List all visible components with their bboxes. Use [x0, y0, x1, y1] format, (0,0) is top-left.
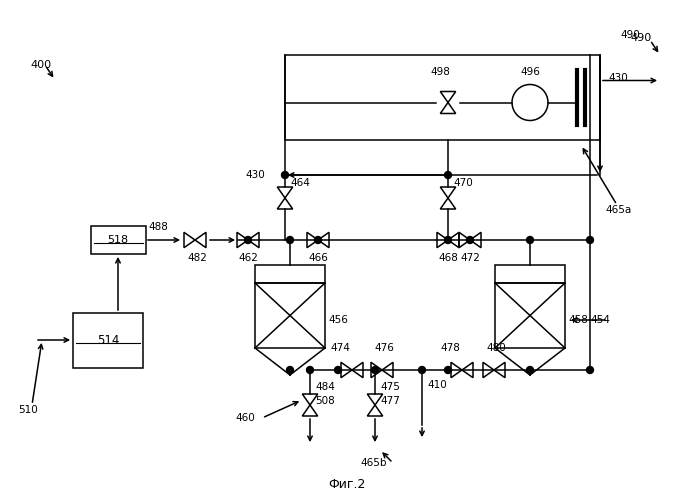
Text: 458: 458 — [568, 315, 588, 325]
Text: Фиг.2: Фиг.2 — [328, 478, 365, 492]
Circle shape — [444, 236, 452, 244]
Bar — [495, 265, 565, 283]
Bar — [73, 312, 143, 368]
Text: 400: 400 — [30, 60, 51, 70]
Circle shape — [586, 366, 593, 374]
Circle shape — [444, 366, 452, 374]
Circle shape — [444, 172, 452, 178]
Text: 488: 488 — [148, 222, 168, 232]
Text: 470: 470 — [453, 178, 473, 188]
Text: 465b: 465b — [360, 458, 387, 468]
Bar — [91, 226, 146, 254]
Circle shape — [286, 236, 294, 244]
Text: 478: 478 — [440, 343, 460, 353]
Text: 510: 510 — [18, 405, 37, 415]
Circle shape — [335, 366, 342, 374]
Text: 456: 456 — [328, 315, 348, 325]
Circle shape — [286, 366, 294, 374]
Text: 474: 474 — [330, 343, 350, 353]
Text: 508: 508 — [315, 396, 335, 406]
Circle shape — [527, 236, 534, 244]
Text: 490: 490 — [620, 30, 640, 40]
Circle shape — [245, 236, 252, 244]
Text: 514: 514 — [97, 334, 119, 346]
Text: 454: 454 — [590, 315, 610, 325]
Bar — [285, 55, 600, 140]
Text: 484: 484 — [315, 382, 335, 392]
Text: 490: 490 — [630, 33, 651, 43]
Text: 430: 430 — [608, 73, 628, 83]
Text: 465a: 465a — [605, 205, 631, 215]
Circle shape — [466, 236, 473, 244]
Text: 477: 477 — [380, 396, 400, 406]
Bar — [495, 283, 565, 348]
Circle shape — [586, 236, 593, 244]
Text: 482: 482 — [187, 253, 207, 263]
Circle shape — [419, 366, 426, 374]
Text: 480: 480 — [486, 343, 506, 353]
Bar — [255, 265, 325, 283]
Circle shape — [281, 172, 288, 178]
Text: 430: 430 — [245, 170, 265, 180]
Text: 460: 460 — [235, 413, 255, 423]
Bar — [255, 283, 325, 348]
Text: 476: 476 — [374, 343, 394, 353]
Text: 475: 475 — [380, 382, 400, 392]
Circle shape — [371, 366, 378, 374]
Text: 496: 496 — [520, 67, 540, 77]
Text: 464: 464 — [290, 178, 310, 188]
Circle shape — [527, 366, 534, 374]
Text: 518: 518 — [107, 235, 129, 245]
Text: 462: 462 — [238, 253, 258, 263]
Text: 498: 498 — [430, 67, 450, 77]
Text: 410: 410 — [427, 380, 447, 390]
Text: 466: 466 — [308, 253, 328, 263]
Circle shape — [315, 236, 322, 244]
Text: 472: 472 — [460, 253, 480, 263]
Text: 468: 468 — [438, 253, 458, 263]
Circle shape — [306, 366, 313, 374]
